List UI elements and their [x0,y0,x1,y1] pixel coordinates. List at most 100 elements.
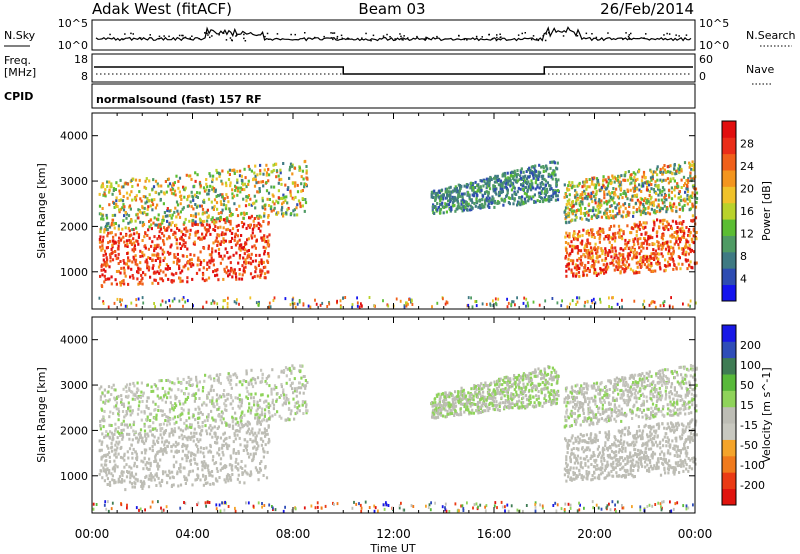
power-scatter-cell [568,232,571,236]
power-scatter-cell [693,229,696,233]
power-scatter-cell [279,171,282,175]
velocity-scatter-cell [244,446,248,450]
power-scatter-cell [244,204,248,208]
power-scatter-cell [671,257,674,261]
power-scatter-cell [159,222,162,226]
power-scatter-cell [110,282,113,286]
velocity-scatter-cell [179,465,182,469]
power-scatter-cell [519,196,522,200]
power-scatter-cell [245,199,248,203]
velocity-scatter-cell [106,477,109,481]
power-scatter-cell [171,187,175,191]
noise-search-point [585,32,588,35]
power-scatter-cell [494,174,497,178]
power-scatter-cell [663,188,666,192]
velocity-scatter-cell [98,472,101,476]
power-scatter-cell [639,237,642,241]
velocity-scatter-cell [205,429,208,433]
power-scatter-cell [529,185,532,189]
velocity-scatter-cell [234,465,237,469]
power-scatter-cell [238,277,241,281]
velocity-scatter-cell [128,388,131,392]
power-scatter-cell [212,174,215,178]
power-scatter-cell [501,190,504,194]
power-scatter-cell [194,222,197,226]
power-scatter-cell [525,195,528,199]
power-scatter-cell [462,205,465,209]
velocity-scatter-cell [231,424,235,428]
power-scatter-cell [689,194,692,198]
velocity-scatter-cell [190,458,193,462]
power-scatter-cell [571,203,574,207]
power-scatter-cell [605,267,608,271]
power-scatter-cell [595,183,598,187]
power-scatter-cell [584,211,587,215]
velocity-scatter-cell [245,380,248,383]
power-scatter-cell [671,233,674,237]
power-ground-cell [102,300,105,304]
power-scatter-cell [687,177,690,181]
power-scatter-cell [564,193,568,196]
power-scatter-cell [506,188,509,192]
velocity-scatter-cell [188,459,191,463]
velocity-scatter-cell [187,473,190,477]
power-scatter-cell [206,208,209,212]
velocity-scatter-cell [197,388,200,392]
power-scatter-cell [598,237,601,241]
power-scatter-cell [583,184,586,188]
power-scatter-cell [568,220,571,224]
power-scatter-cell [692,250,696,254]
power-scatter-cell [508,177,511,180]
velocity-scatter-cell [210,409,213,413]
power-scatter-cell [103,230,106,234]
power-scatter-cell [196,196,199,199]
power-scatter-cell [574,246,577,250]
power-scatter-cell [632,211,635,215]
power-scatter-cell [598,198,601,202]
power-scatter-cell [192,263,195,267]
velocity-scatter-cell [185,424,188,428]
power-scatter-cell [229,219,232,223]
velocity-scatter-cell [262,418,265,422]
power-scatter-cell [159,198,162,202]
power-scatter-cell [277,196,280,200]
power-scatter-cell [140,273,143,277]
noise-search-point [678,35,680,37]
power-scatter-cell [221,257,224,261]
velocity-scatter-cell [194,418,197,422]
power-scatter-cell [106,185,109,188]
power-ground-cell [235,301,238,305]
power-scatter-cell [587,249,590,252]
velocity-scatter-cell [189,423,192,427]
power-scatter-cell [689,231,692,235]
power-scatter-cell [601,249,604,253]
power-scatter-cell [655,167,659,171]
power-scatter-cell [670,186,673,190]
power-scatter-cell [508,202,511,206]
velocity-scatter-cell [187,408,191,412]
power-scatter-cell [121,227,124,231]
velocity-scatter-cell [161,427,164,431]
velocity-scatter-cell [220,395,223,399]
power-scatter-cell [659,206,662,210]
power-scatter-cell [663,164,666,167]
power-scatter-cell [103,249,107,253]
power-scatter-cell [532,195,535,199]
power-scatter-cell [661,241,665,245]
power-scatter-cell [144,186,148,190]
velocity-scatter-cell [172,483,175,487]
noise-search-point [416,35,418,38]
power-scatter-cell [139,267,142,271]
velocity-scatter-cell [121,437,124,441]
velocity-scatter-cell [108,398,111,402]
noise-search-point [407,37,409,39]
power-scatter-cell [568,193,571,197]
power-scatter-cell [193,242,196,246]
power-scatter-cell [257,264,260,267]
power-scatter-cell [515,192,518,196]
power-scatter-cell [544,169,548,173]
power-scatter-cell [628,205,631,208]
power-scatter-cell [621,261,624,265]
power-scatter-cell [644,207,647,211]
power-scatter-cell [657,193,660,197]
